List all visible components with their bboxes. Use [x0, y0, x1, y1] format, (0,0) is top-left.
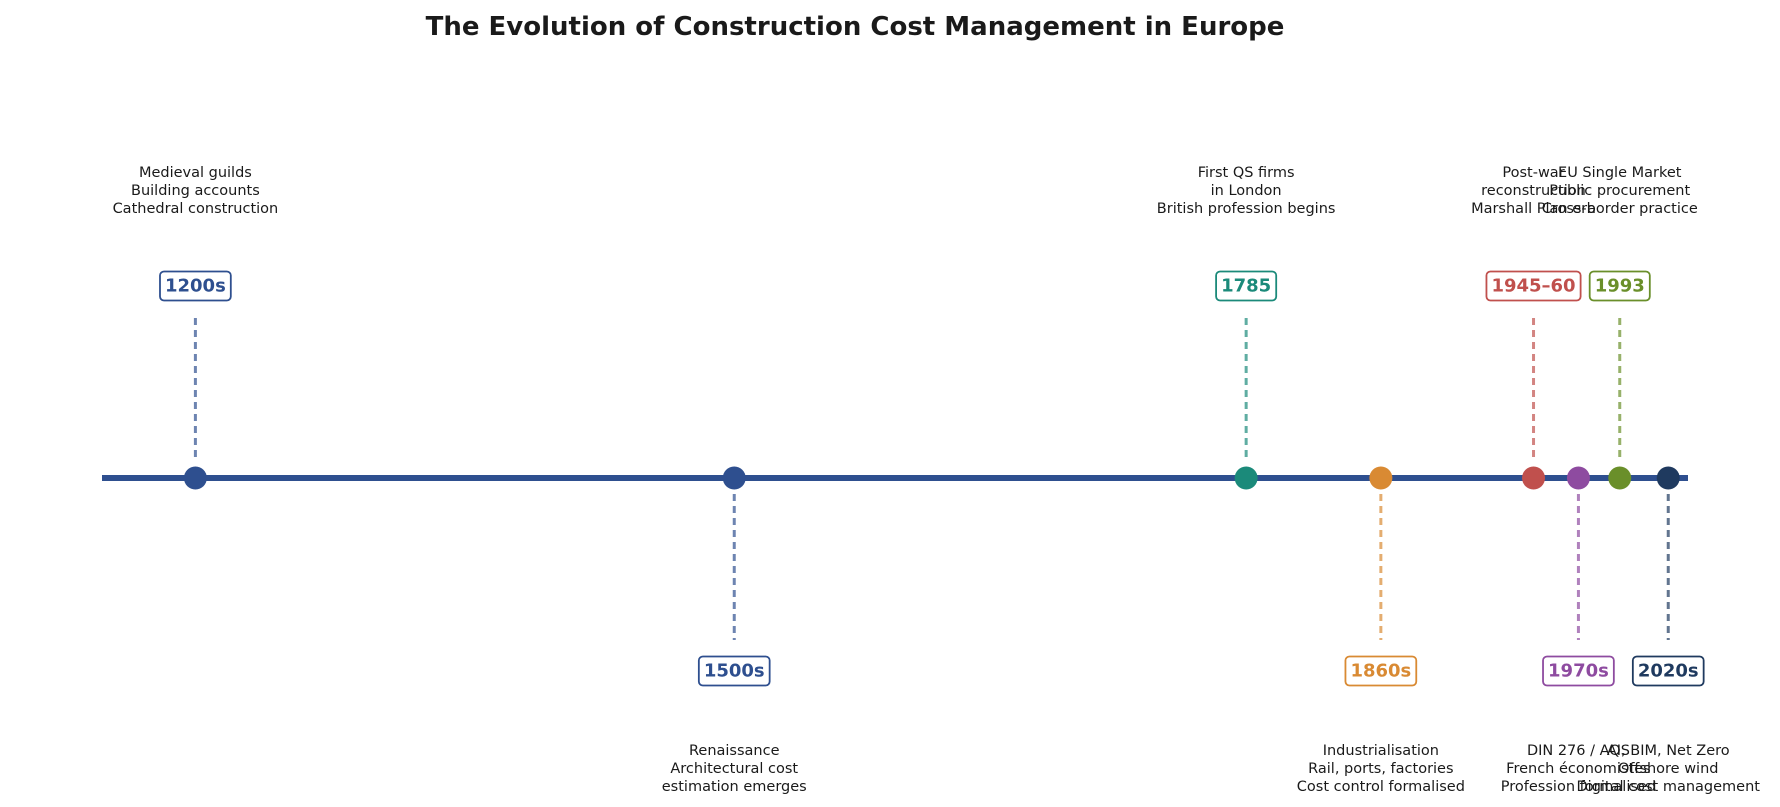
event-description-line: British profession begins: [1157, 201, 1336, 217]
timeline-event: 1785 First QS firms in London British profe…: [1157, 165, 1336, 490]
timeline-event: 1860s Industrialisation Rail, ports, facto…: [1297, 466, 1465, 795]
timeline-event: 1970s DIN 276 / AQS French économistes Prof…: [1501, 466, 1656, 795]
event-date-label: 1200s: [165, 276, 226, 297]
event-date-box: [159, 270, 232, 302]
timeline-event: 1200s Medieval guilds Building accounts Cat…: [113, 165, 279, 490]
timeline-events: 1200s Medieval guilds Building accounts Cat…: [113, 165, 1761, 795]
event-description-line: Building accounts: [131, 183, 260, 199]
event-description-line: Medieval guilds: [139, 165, 252, 181]
event-date-box: [1485, 270, 1582, 302]
event-date-box: [1631, 655, 1705, 687]
timeline-event: 1500s Renaissance Architectural cost estima…: [662, 466, 807, 795]
event-description-line: Public procurement: [1549, 183, 1690, 199]
event-description-line: First QS firms: [1198, 165, 1295, 181]
event-description-line: DIN 276 / AQS: [1527, 743, 1630, 759]
event-description-line: reconstruction: [1481, 183, 1586, 199]
event-description-line: EU Single Market: [1558, 165, 1682, 181]
event-description-line: French économistes: [1506, 761, 1651, 777]
event-description-line: Renaissance: [689, 743, 780, 759]
event-description-line: Architectural cost: [670, 761, 798, 777]
event-description-line: Offshore wind: [1618, 761, 1718, 777]
event-date-label: 1785: [1221, 276, 1271, 297]
event-marker: [1522, 466, 1546, 490]
event-marker: [1656, 466, 1680, 490]
event-description-line: AI, BIM, Net Zero: [1607, 743, 1730, 759]
event-description-line: Profession formalised: [1501, 779, 1656, 795]
event-description-line: Industrialisation: [1323, 743, 1439, 759]
event-description-line: Digital cost management: [1577, 779, 1761, 795]
event-description-line: Cost control formalised: [1297, 779, 1465, 795]
event-date-box: [1344, 655, 1418, 687]
chart-title: The Evolution of Construction Cost Manag…: [426, 12, 1285, 42]
event-date-label: 1860s: [1350, 661, 1411, 682]
event-date-box: [1215, 270, 1278, 302]
event-description-line: Marshall Plan era: [1471, 201, 1596, 217]
event-date-box: [697, 655, 771, 687]
event-date-box: [1588, 270, 1651, 302]
event-date-label: 1993: [1595, 276, 1645, 297]
event-marker: [183, 466, 207, 490]
event-date-label: 1970s: [1548, 661, 1609, 682]
event-date-label: 1945–60: [1491, 276, 1575, 297]
event-description-line: estimation emerges: [662, 779, 807, 795]
event-description-line: Cross-border practice: [1542, 201, 1698, 217]
event-marker: [1234, 466, 1258, 490]
event-description-line: in London: [1211, 183, 1282, 199]
event-date-label: 2020s: [1638, 661, 1699, 682]
timeline-event: 2020s AI, BIM, Net Zero Offshore wind Digit…: [1577, 466, 1761, 795]
event-description-line: Rail, ports, factories: [1308, 761, 1453, 777]
event-marker: [1369, 466, 1393, 490]
timeline-event: 1993 EU Single Market Public procurement Cr…: [1542, 165, 1698, 490]
event-marker: [1566, 466, 1590, 490]
event-marker: [1608, 466, 1632, 490]
event-date-box: [1542, 655, 1615, 687]
event-marker: [722, 466, 746, 490]
event-description-line: Post-war: [1502, 165, 1564, 181]
event-description-line: Cathedral construction: [113, 201, 279, 217]
timeline-event: 1945–60 Post-war reconstruction Marshall Pl…: [1471, 165, 1596, 490]
event-date-label: 1500s: [704, 661, 765, 682]
